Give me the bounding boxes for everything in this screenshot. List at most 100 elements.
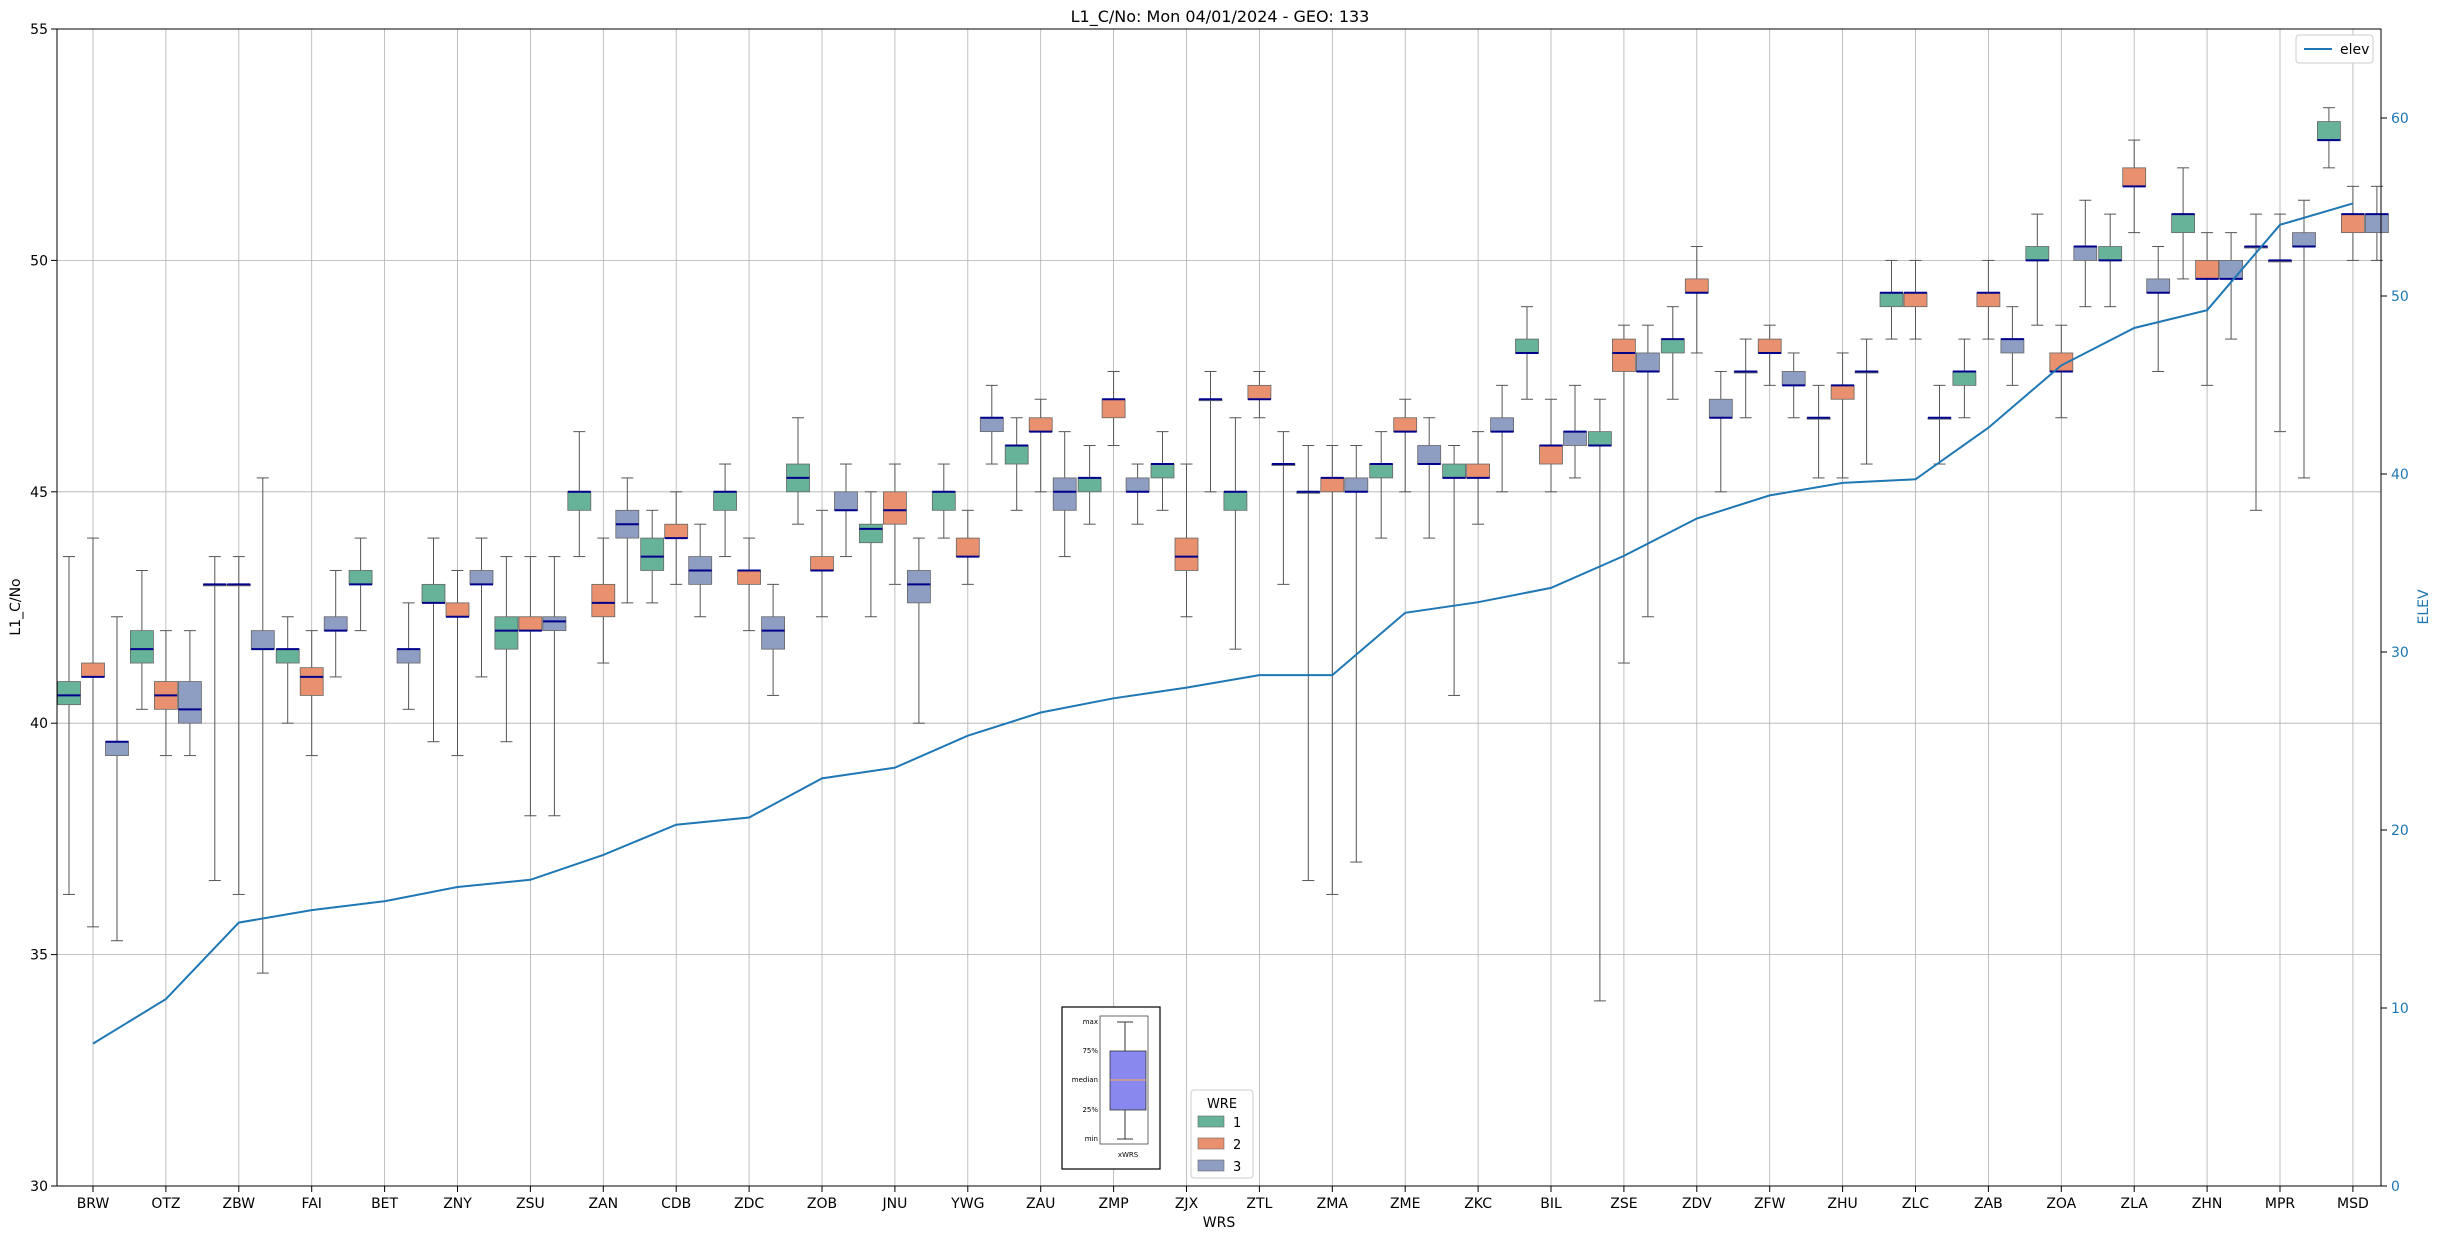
x-tick-label: ZMP — [1099, 1196, 1129, 1212]
box-body — [1369, 463, 1394, 479]
box-ZAN-wre3 — [615, 477, 640, 604]
box-body — [2195, 259, 2220, 280]
box-ZTL-wre1 — [1223, 417, 1248, 650]
box-body — [1223, 491, 1248, 511]
box-ZOA-wre1 — [2025, 213, 2050, 326]
box-ZDC-wre3 — [761, 583, 785, 696]
box-body — [2364, 213, 2389, 234]
box-ZSE-wre2 — [1612, 324, 1636, 664]
box-body — [1320, 477, 1345, 493]
box-body — [542, 616, 567, 632]
box-ZFW-wre2 — [1757, 324, 1782, 386]
box-CDB-wre1 — [640, 509, 665, 604]
box-YWG-wre2 — [955, 509, 980, 585]
box-ZDV-wre1 — [1660, 306, 1685, 400]
box-body — [1684, 278, 1709, 294]
box-body — [1757, 338, 1782, 354]
legend-wre-label-1: 1 — [1233, 1116, 1241, 1131]
box-ZME-wre1 — [1369, 431, 1394, 539]
box-body — [907, 570, 931, 604]
box-body — [2171, 213, 2196, 234]
box-FAI-wre3 — [323, 569, 348, 678]
box-body — [105, 741, 129, 756]
box-ZDV-wre2 — [1684, 246, 1709, 354]
box-ZKC-wre1 — [1442, 445, 1466, 696]
x-tick-label: ZHU — [1827, 1196, 1857, 1212]
box-body — [2340, 213, 2365, 234]
y-tick-label: 55 — [30, 22, 48, 38]
x-tick-label: BIL — [1540, 1196, 1562, 1212]
y-tick-label: 50 — [30, 253, 48, 269]
box-MSD-wre1 — [2316, 107, 2341, 169]
box-body — [567, 491, 592, 511]
legend-wre-swatch-1 — [1197, 1115, 1225, 1128]
box-body — [979, 417, 1004, 433]
x-tick-label: ZTL — [1246, 1196, 1272, 1212]
box-body — [445, 602, 470, 618]
box-body — [1052, 477, 1077, 511]
box-body — [1708, 398, 1733, 419]
box-body — [348, 570, 373, 585]
x-tick-label: MSD — [2337, 1196, 2369, 1212]
box-body — [129, 630, 154, 664]
legend-elev-frame — [2295, 34, 2374, 64]
key-box-max-label: max — [1083, 1018, 1098, 1026]
box-ZBW-wre1 — [202, 556, 227, 882]
box-ZMP-wre2 — [1101, 370, 1126, 447]
x-tick-label: ZKC — [1464, 1196, 1492, 1212]
box-body — [2098, 246, 2123, 261]
key-box-q3-label: 75% — [1082, 1047, 1098, 1055]
x-tick-label: ZFW — [1754, 1196, 1786, 1212]
box-ZAB-wre1 — [1952, 338, 1977, 419]
box-body — [1150, 463, 1175, 479]
box-body — [955, 537, 980, 557]
box-body — [275, 648, 300, 664]
x-tick-label: ZAU — [1026, 1196, 1055, 1212]
x-tick-label: ZOA — [2046, 1196, 2076, 1212]
box-ZAU-wre3 — [1052, 431, 1077, 558]
box-body — [1101, 398, 1126, 419]
y2-tick-label: 10 — [2391, 1001, 2409, 1017]
y2-tick-label: 60 — [2391, 111, 2409, 127]
box-body — [2219, 259, 2244, 280]
box-body — [323, 616, 348, 632]
box-BET-wre1 — [348, 537, 373, 632]
box-body — [494, 616, 519, 650]
box-OTZ-wre3 — [177, 630, 202, 757]
box-body — [1077, 477, 1102, 493]
box-body — [834, 491, 858, 511]
box-MPR-wre2 — [2268, 213, 2292, 433]
box-ZAB-wre2 — [1976, 259, 2001, 340]
box-ZDC-wre1 — [713, 463, 737, 558]
box-ZAU-wre1 — [1004, 417, 1029, 511]
box-ZHU-wre1 — [1806, 384, 1831, 479]
legend-wre: WRE 1 2 3 — [1190, 1089, 1254, 1179]
box-ZHN-wre2 — [2195, 232, 2220, 386]
legend-wre-label-3: 3 — [1233, 1160, 1241, 1175]
box-body — [1174, 537, 1199, 571]
box-ZTL-wre3 — [1271, 431, 1296, 585]
box-ZMP-wre1 — [1077, 445, 1102, 525]
key-box-min-label: min — [1085, 1135, 1098, 1143]
elev-series — [92, 202, 2354, 1045]
box-FAI-wre2 — [299, 630, 324, 757]
y-tick-label: 40 — [30, 716, 48, 732]
box-BET-wre3 — [396, 602, 421, 710]
key-box-median-label: median — [1072, 1076, 1098, 1084]
x-tick-label: ZLA — [2121, 1196, 2149, 1212]
x-tick-label: FAI — [301, 1196, 321, 1212]
box-ZHN-wre1 — [2171, 167, 2196, 280]
box-ZHU-wre2 — [1830, 352, 1855, 479]
box-JNU-wre2 — [883, 463, 907, 585]
x-tick-label: OTZ — [151, 1196, 180, 1212]
box-body — [640, 537, 665, 571]
box-ZNY-wre3 — [469, 537, 494, 678]
y-tick-label: 35 — [30, 948, 48, 964]
box-ZME-wre2 — [1393, 398, 1418, 493]
x-tick-label: ZBW — [223, 1196, 256, 1212]
box-body — [1903, 292, 1928, 308]
box-ZLC-wre2 — [1903, 259, 1928, 340]
y2-tick-label: 20 — [2391, 823, 2409, 839]
